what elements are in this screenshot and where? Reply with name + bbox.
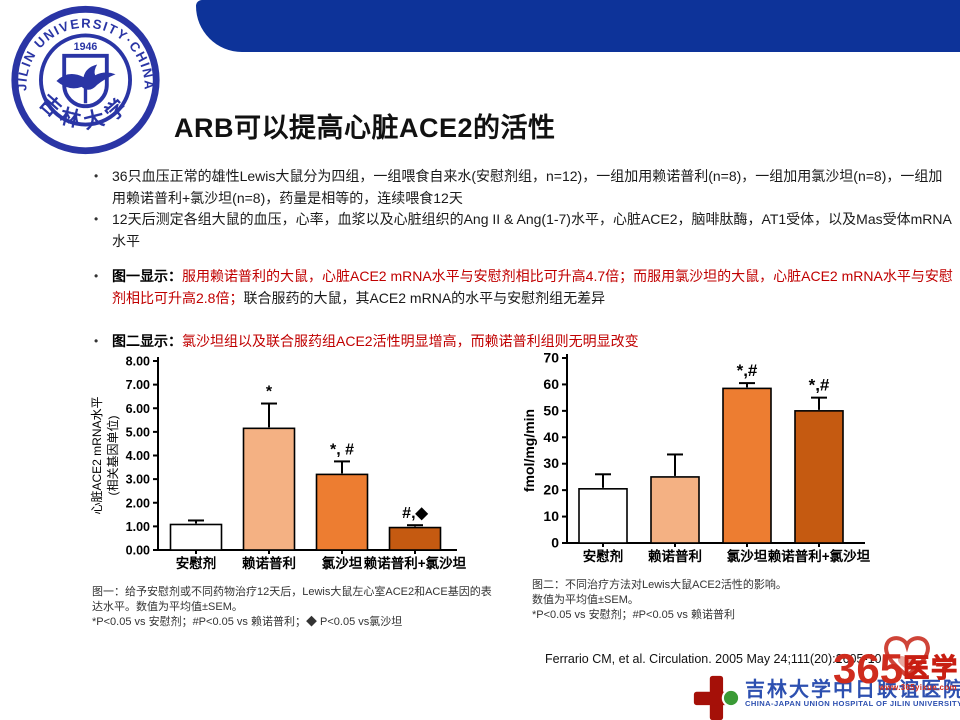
caption-note: 数值为平均值±SEM。 [532,594,639,606]
svg-text:心脏ACE2 mRNA水平: 心脏ACE2 mRNA水平 [89,396,104,514]
svg-text:0.00: 0.00 [126,544,150,558]
bullet-text: 36只血压正常的雄性Lewis大鼠分为四组，一组喂食自来水(安慰剂组，n=12)… [112,168,943,206]
svg-text:7.00: 7.00 [126,378,150,392]
header-accent-bar [196,0,960,52]
hospital-name-en: CHINA-JAPAN UNION HOSPITAL OF JILIN UNIV… [745,699,960,708]
svg-text:*,#: *,# [809,376,830,395]
svg-text:3.00: 3.00 [126,473,150,487]
svg-text:fmol/mg/min: fmol/mg/min [521,409,537,492]
caption-stats: *P<0.05 vs 安慰剂；#P<0.05 vs 赖诺普利 [532,609,735,621]
logo-shield [62,53,109,109]
svg-text:5.00: 5.00 [126,425,150,439]
watermark-cn: 医学网 [903,653,960,684]
jilin-university-logo: JILIN UNIVERSITY·CHINA 1946 吉林大学 [11,5,160,155]
svg-text:8.00: 8.00 [126,355,150,369]
bullet-prefix: 图二显示： [112,333,182,349]
bullet-figure2-result: 图二显示：氯沙坦组以及联合服药组ACE2活性明显增高，而赖诺普利组则无明显改变 [90,331,956,353]
svg-text:*: * [266,384,273,401]
svg-text:40: 40 [543,429,559,445]
svg-text:20: 20 [543,482,559,498]
logo-year: 1946 [74,41,98,53]
bullet-highlight: 氯沙坦组以及联合服药组ACE2活性明显增高，而赖诺普利组则无明显改变 [182,333,639,349]
svg-text:安慰剂: 安慰剂 [583,548,624,564]
watermark-number: 365 [833,645,904,692]
hospital-name-cn: 吉林大学中日联谊医院 [745,679,960,701]
svg-text:赖诺普利: 赖诺普利 [648,548,702,564]
bullet-measurements: 12天后测定各组大鼠的血压，心率，血浆以及心脏组织的Ang II & Ang(1… [90,209,956,252]
svg-text:50: 50 [543,402,559,418]
bullet-highlight: 服用赖诺普利的大鼠，心脏ACE2 mRNA水平与安慰剂相比可升高4.7倍；而服用… [112,268,953,306]
bullet-prefix: 图一显示： [112,268,182,284]
svg-text:60: 60 [543,376,559,392]
svg-text:1.00: 1.00 [126,520,150,534]
watermark-365: 365医学网 www.365yixue.com [833,645,960,693]
caption-text: 图二：不同治疗方法对Lewis大鼠ACE2活性的影响。 [532,579,787,591]
svg-text:氯沙坦: 氯沙坦 [322,555,363,571]
svg-text:(相关基因单位): (相关基因单位) [105,416,120,496]
svg-text:30: 30 [543,455,559,471]
svg-text:赖诺普利: 赖诺普利 [242,555,296,571]
heart-logo-icon [884,636,930,679]
svg-text:赖诺普利+氯沙坦: 赖诺普利+氯沙坦 [768,548,871,564]
hospital-logo: 吉林大学中日联谊医院 CHINA-JAPAN UNION HOSPITAL OF… [693,673,960,720]
caption-text: 图一：给予安慰剂或不同药物治疗12天后，Lewis大鼠左心室ACE2和ACE基因… [92,586,492,613]
caption-stats: *P<0.05 vs 安慰剂；#P<0.05 vs 赖诺普利；◆ P<0.05 … [92,616,403,628]
svg-text:*, #: *, # [330,441,354,458]
bullet-text: 联合服药的大鼠，其ACE2 mRNA的水平与安慰剂组无差异 [243,289,606,306]
svg-text:4.00: 4.00 [126,449,150,463]
logo-bird-icon [56,64,116,90]
svg-text:70: 70 [543,350,559,366]
svg-text:#,◆: #,◆ [402,505,428,522]
svg-text:氯沙坦: 氯沙坦 [727,548,768,564]
figure2-caption: 图二：不同治疗方法对Lewis大鼠ACE2活性的影响。 数值为平均值±SEM。 … [532,578,942,623]
svg-text:*,#: *,# [737,361,758,380]
svg-text:2.00: 2.00 [126,496,150,510]
slide-title: ARB可以提高心脏ACE2的活性 [174,113,556,143]
citation: Ferrario CM, et al. Circulation. 2005 Ma… [545,652,885,666]
bullet-list: 36只血压正常的雄性Lewis大鼠分为四组，一组喂食自来水(安慰剂组，n=12)… [90,166,956,353]
watermark-url: www.365yixue.com [879,683,957,692]
svg-text:赖诺普利+氯沙坦: 赖诺普利+氯沙坦 [364,555,467,571]
bullet-study-design: 36只血压正常的雄性Lewis大鼠分为四组，一组喂食自来水(安慰剂组，n=12)… [90,166,956,209]
figure1-caption: 图一：给予安慰剂或不同药物治疗12天后，Lewis大鼠左心室ACE2和ACE基因… [92,585,492,630]
svg-text:0: 0 [551,535,559,551]
bullet-text: 12天后测定各组大鼠的血压，心率，血浆以及心脏组织的Ang II & Ang(1… [112,211,952,249]
svg-text:安慰剂: 安慰剂 [176,555,217,571]
hospital-cross-icon [693,675,739,720]
svg-text:10: 10 [543,508,559,524]
figure2-bar-chart: 0 10 20 30 40 50 60 70 安慰剂 赖诺普利 氯沙坦 *,# 赖诺普利+氯沙坦 *,# f… [521,350,871,564]
figure1-bar-chart: 0.00 1.00 2.00 3.00 4.00 5.00 6.00 7.00 8.00 安慰剂 赖… [89,355,467,572]
bullet-figure1-result: 图一显示：服用赖诺普利的大鼠，心脏ACE2 mRNA水平与安慰剂相比可升高4.7… [90,266,956,309]
svg-text:6.00: 6.00 [126,402,150,416]
